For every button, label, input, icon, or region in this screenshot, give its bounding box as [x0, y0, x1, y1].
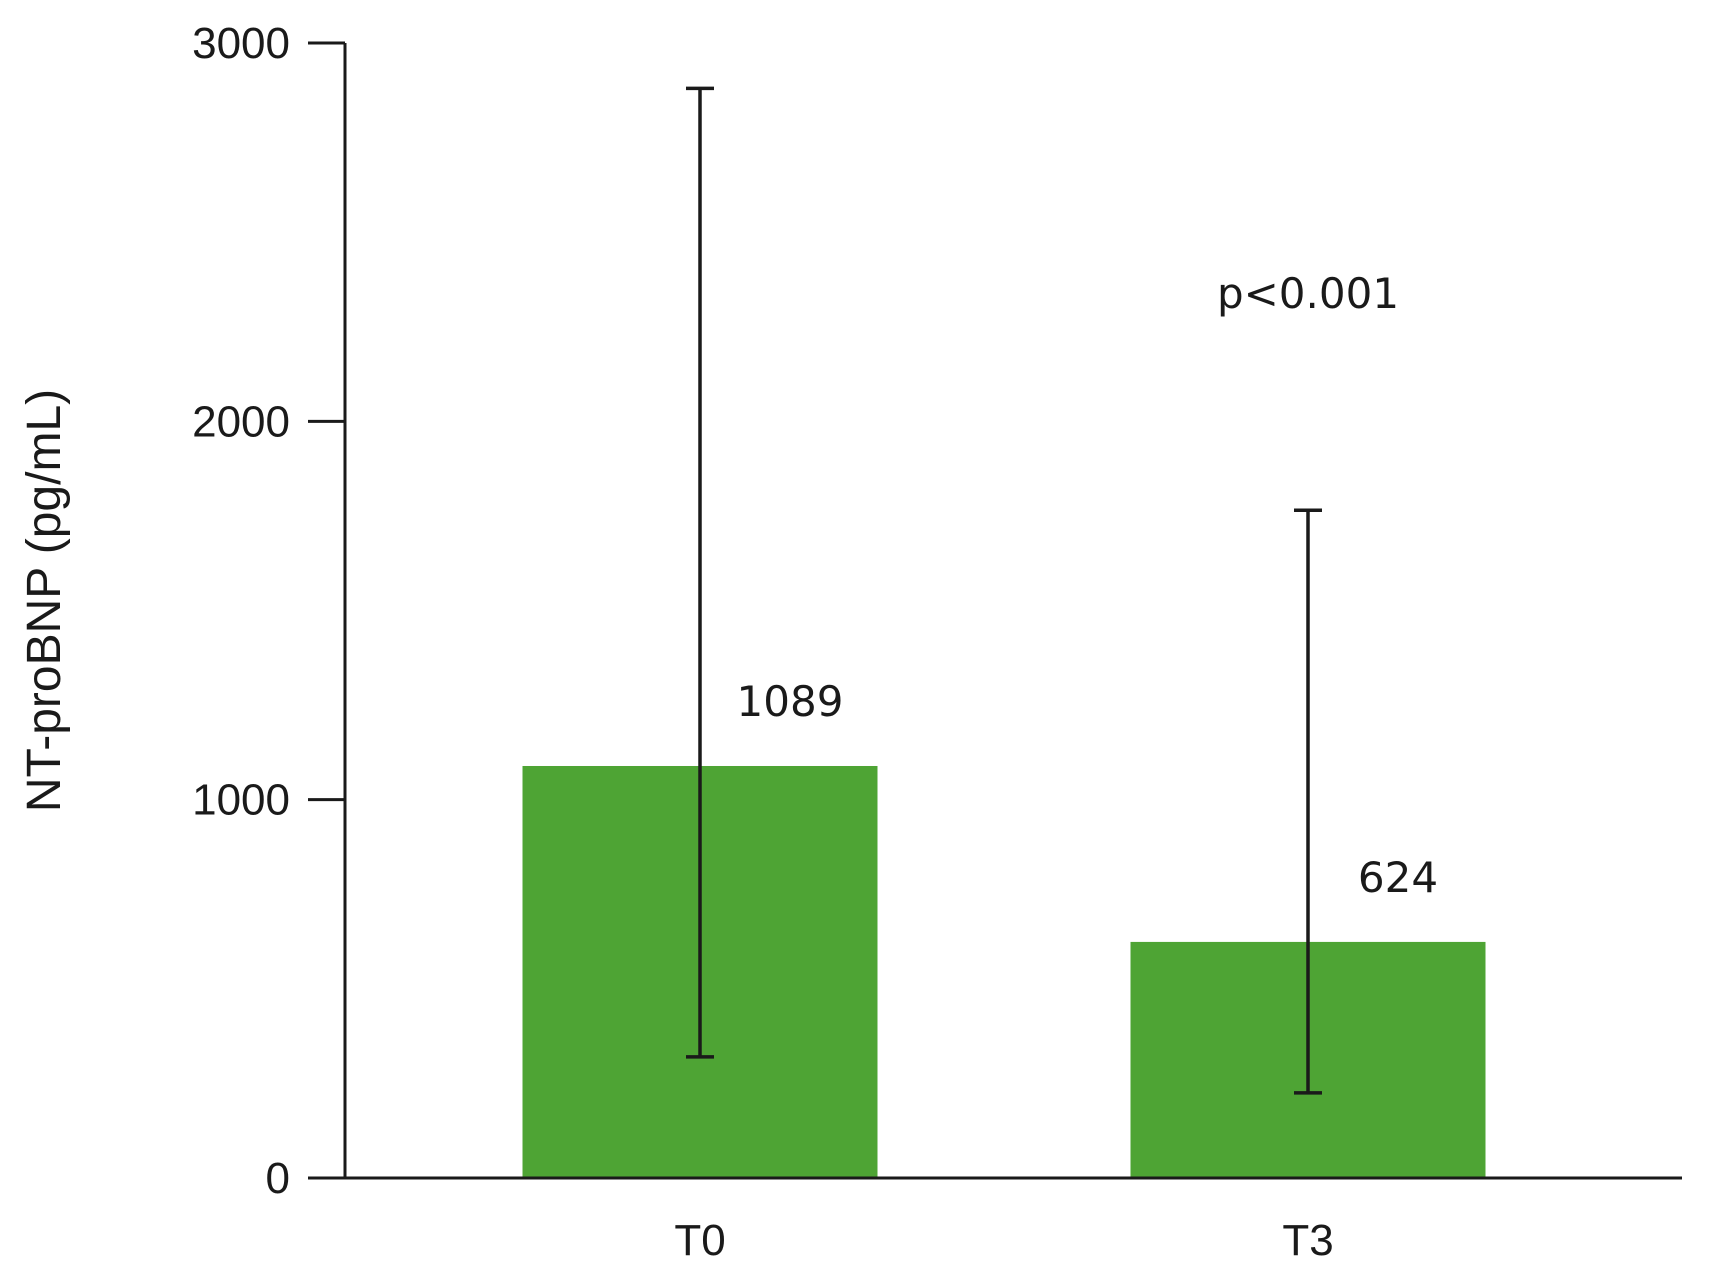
y-tick-label: 3000 [192, 19, 290, 68]
bars-group [522, 765, 1486, 1178]
y-tick-label: 0 [266, 1154, 290, 1203]
y-axis-ticks: 0 1000 2000 3000 [192, 19, 345, 1203]
y-axis-title: NT-proBNP (pg/mL) [18, 389, 71, 812]
x-category-label: T3 [1282, 1216, 1333, 1265]
x-category-label: T0 [674, 1216, 725, 1265]
error-bars-group [686, 86, 1322, 1095]
p-value-annotation: p<0.001 [1217, 269, 1399, 318]
data-labels-group: 1089 624 [737, 677, 1439, 902]
data-label-t3: 624 [1358, 853, 1438, 902]
x-axis-categories: T0 T3 [674, 1216, 1333, 1265]
y-tick-label: 2000 [192, 397, 290, 446]
y-tick-label: 1000 [192, 776, 290, 825]
data-label-t0: 1089 [737, 677, 844, 726]
